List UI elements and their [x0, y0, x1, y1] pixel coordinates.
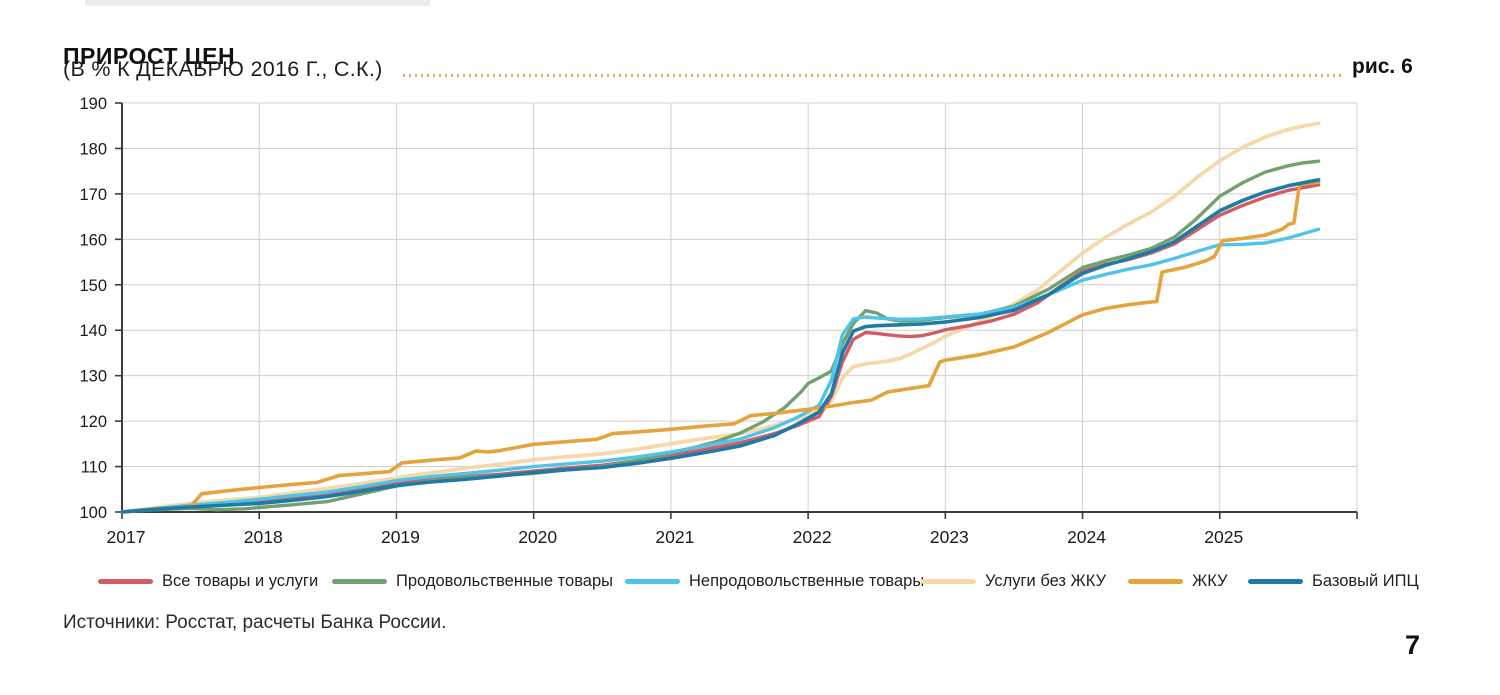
x-tick-label: 2021: [655, 527, 694, 547]
series-line-services_ex_utilities: [120, 121, 1321, 514]
legend-swatch: [98, 579, 153, 584]
page-number: 7: [1405, 630, 1421, 660]
legend-label: ЖКУ: [1192, 572, 1228, 590]
legend-swatch: [625, 579, 680, 584]
page-title: ПРИРОСТ ЦЕН: [63, 43, 236, 70]
legend-label: Непродовольственные товары: [689, 572, 925, 590]
series-lines: [120, 121, 1321, 514]
figure-label: рис. 6: [1352, 55, 1413, 78]
legend-item-utilities: ЖКУ: [1128, 572, 1228, 591]
x-tick-label: 2022: [793, 527, 832, 547]
legend-item-services_ex_utilities: Услуги без ЖКУ: [921, 572, 1106, 591]
series-line-utilities: [120, 180, 1321, 514]
y-tick-label: 100: [79, 504, 107, 522]
y-tick-label: 140: [79, 322, 107, 340]
source-note: Источники: Росстат, расчеты Банка России…: [63, 612, 447, 633]
x-tick-label: 2018: [244, 527, 283, 547]
legend-swatch: [1248, 579, 1303, 584]
y-tick-label: 130: [79, 368, 107, 386]
y-tick-label: 110: [81, 459, 107, 477]
page-subtitle: (В % К ДЕКАБРЮ 2016 Г., С.К.): [63, 57, 383, 81]
legend-label: Все товары и услуги: [162, 572, 319, 590]
y-axis-labels: 100 110 120 130 140 150 160 170 180 190: [79, 95, 107, 522]
y-tick-label: 190: [79, 95, 107, 113]
axes: [121, 103, 1357, 513]
price-growth-chart: 2017 2018 2019 2020 2021 2022 2023 2024 20251001…: [79, 95, 1358, 547]
legend-label: Базовый ИПЦ: [1312, 572, 1419, 590]
gridlines: [122, 102, 1358, 512]
x-tick-label: 2025: [1204, 527, 1243, 547]
y-tick-label: 120: [79, 413, 107, 431]
series-line-food: [120, 159, 1321, 514]
x-tick-label: 2019: [381, 527, 420, 547]
legend-swatch: [332, 579, 387, 584]
dotted-leader-line: [403, 74, 1345, 77]
legend-item-nonfood: Непродовольственные товары: [625, 572, 924, 591]
legend-item-core_cpi: Базовый ИПЦ: [1248, 572, 1419, 591]
y-tick-label: 160: [79, 231, 107, 249]
y-tick-label: 170: [79, 186, 107, 204]
legend-item-cpi: Все товары и услуги: [98, 572, 318, 591]
legend-swatch: [921, 579, 976, 584]
legend-label: Услуги без ЖКУ: [985, 572, 1107, 590]
series-line-core_cpi: [120, 178, 1321, 514]
legend-label: Продовольственные товары: [396, 572, 614, 590]
x-axis-labels: 2017 2018 2019 2020 2021 2022 2023 2024 2025: [107, 527, 1244, 547]
legend-item-food: Продовольственные товары: [332, 572, 613, 591]
series-line-cpi: [120, 183, 1321, 514]
tick-marks: [115, 102, 1358, 519]
x-tick-label: 2023: [930, 527, 969, 547]
y-tick-label: 150: [79, 277, 107, 295]
x-tick-label: 2020: [518, 527, 557, 547]
series-line-nonfood: [120, 227, 1321, 514]
legend-swatch: [1128, 579, 1183, 584]
cropped-text-artifact: [85, 0, 430, 6]
x-tick-label: 2017: [107, 527, 146, 547]
y-tick-label: 180: [79, 140, 107, 158]
x-tick-label: 2024: [1067, 527, 1106, 547]
